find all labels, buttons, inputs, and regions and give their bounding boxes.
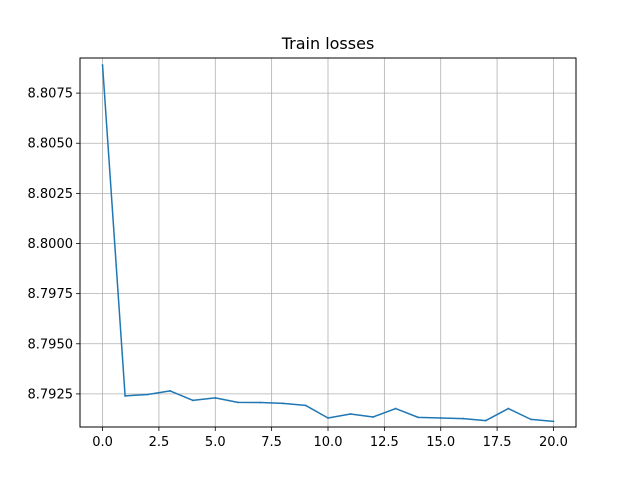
y-tick-label: 8.7950 <box>28 337 74 352</box>
loss-point <box>124 395 126 397</box>
loss-point <box>462 417 465 420</box>
loss-point <box>146 393 149 396</box>
loss-point <box>327 417 329 419</box>
x-tick-label: 5.0 <box>205 435 226 450</box>
y-tick-label: 8.7975 <box>28 287 74 302</box>
loss-point <box>530 418 532 421</box>
loss-point <box>372 416 374 418</box>
loss-point <box>236 401 239 404</box>
x-tick-label: 20.0 <box>539 435 568 450</box>
loss-point <box>349 413 352 415</box>
loss-point <box>304 404 307 407</box>
x-tick-label: 15.0 <box>426 435 455 450</box>
loss-point <box>552 420 555 423</box>
series-layer <box>101 64 555 423</box>
loss-point <box>259 401 262 404</box>
loss-point <box>394 407 397 410</box>
axis-ticks: 0.0 2.5 5.0 7.5 10.0 12.5 15.0 17.5 20.0 8.7925 8.… <box>28 87 568 450</box>
loss-point <box>101 64 104 66</box>
x-tick-label: 17.5 <box>483 435 512 450</box>
loss-point <box>484 419 487 422</box>
y-tick-label: 8.8025 <box>28 187 74 202</box>
y-tick-label: 8.8075 <box>28 87 74 102</box>
chart-title: Train losses <box>281 34 375 53</box>
loss-point <box>439 417 442 419</box>
grid-lines <box>80 58 576 427</box>
x-tick-label: 0.0 <box>92 435 113 450</box>
loss-point <box>214 397 217 399</box>
plot-frame <box>79 57 577 428</box>
loss-point <box>191 399 194 402</box>
y-tick-label: 8.7925 <box>28 387 74 402</box>
loss-point <box>417 416 420 419</box>
loss-point <box>282 402 284 405</box>
y-tick-label: 8.8050 <box>28 137 74 152</box>
x-tick-label: 12.5 <box>370 435 399 450</box>
y-tick-label: 8.8000 <box>28 237 74 252</box>
x-tick-label: 2.5 <box>149 435 170 450</box>
x-tick-label: 7.5 <box>261 435 282 450</box>
loss-point <box>169 390 172 392</box>
loss-point <box>507 407 510 410</box>
x-tick-label: 10.0 <box>314 435 343 450</box>
